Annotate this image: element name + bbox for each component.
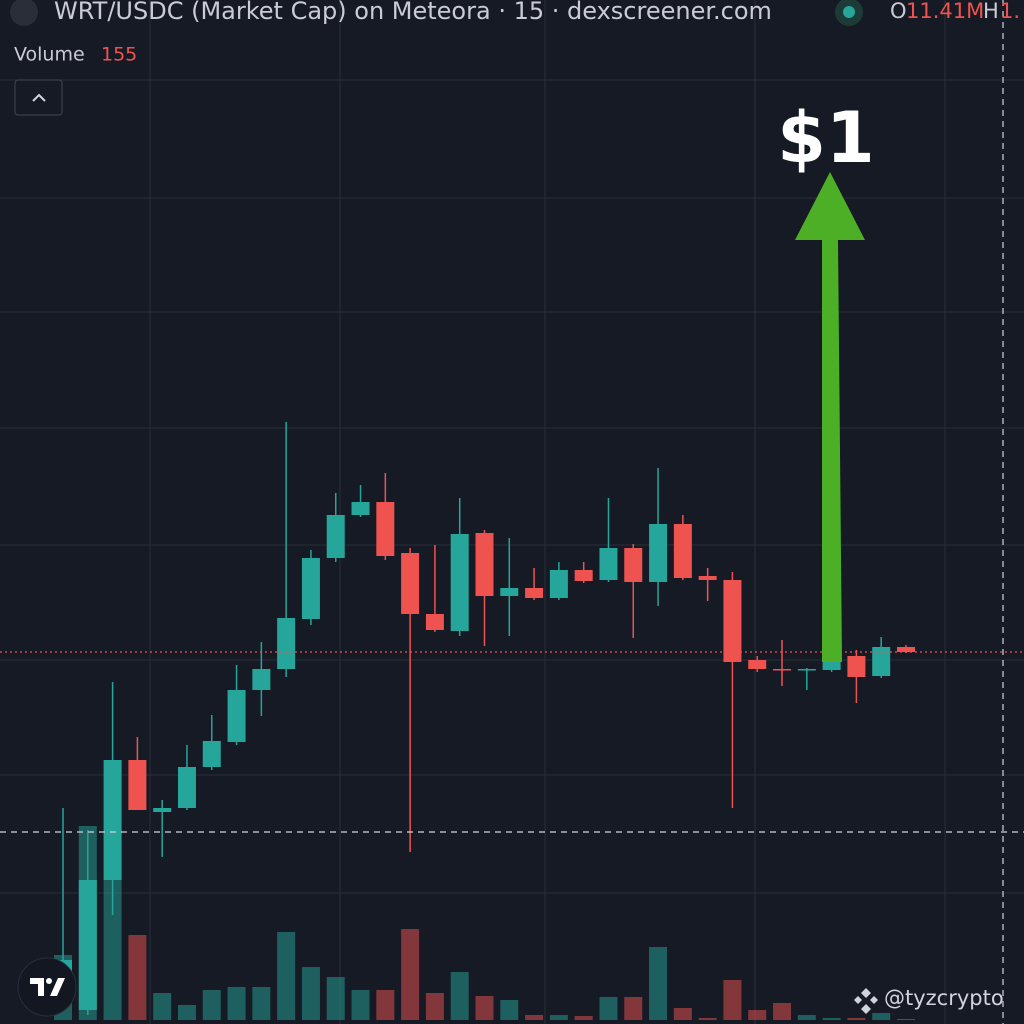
ohlc-key: O (890, 0, 907, 23)
volume-bar (822, 1018, 841, 1020)
volume-bar (624, 997, 643, 1020)
candle-body (103, 760, 122, 880)
tv-logo-dot[interactable] (46, 978, 52, 984)
collapse-button[interactable] (14, 79, 63, 116)
volume-bar (425, 993, 444, 1020)
watermark: @tyzcrypto (884, 986, 1004, 1010)
candle-body (872, 647, 891, 676)
candle-body (450, 534, 469, 631)
status-dot (843, 6, 855, 18)
candle-body (897, 647, 915, 652)
volume-bar (797, 1015, 816, 1020)
collapse-chevron[interactable] (32, 93, 46, 102)
volume-bar (277, 932, 296, 1020)
volume-bar (649, 947, 668, 1020)
volume-bar (401, 929, 420, 1020)
candle-body (797, 669, 816, 671)
tv-logo-mark[interactable] (30, 978, 65, 996)
arrow-shape (795, 172, 865, 662)
volume-bar (574, 1016, 593, 1020)
volume-bar (847, 1018, 866, 1020)
candle-body (649, 524, 668, 582)
candles (54, 422, 915, 1015)
candle-body (549, 570, 568, 598)
candle-body (425, 614, 444, 630)
ohlc-value: 1. (1000, 0, 1020, 23)
volume-bar (326, 977, 345, 1020)
tv-logo-bg[interactable] (17, 957, 77, 1017)
volume-value: 155 (101, 44, 137, 66)
ohlc-value: 11.41M (906, 0, 984, 23)
candle-body (326, 515, 345, 558)
volume-bar (252, 987, 271, 1020)
volume-bar (698, 1018, 717, 1020)
volume-bar (227, 987, 246, 1020)
volume-bar (773, 1003, 792, 1020)
volume-bar (872, 1013, 891, 1020)
candle-body (599, 548, 618, 580)
pair-icon (10, 0, 38, 26)
watermark-icon (854, 988, 878, 1014)
volume-bar (673, 1008, 692, 1020)
volume-bar (500, 1000, 519, 1020)
volume-bar (376, 990, 395, 1020)
collapse-button-frame[interactable] (14, 79, 63, 116)
volume-bar (153, 993, 172, 1020)
arrow (795, 172, 865, 662)
volume-bar (723, 980, 742, 1020)
candle-body (698, 576, 717, 580)
volume-bar (301, 967, 320, 1020)
candle-body (227, 690, 246, 742)
chart-title: WRT/USDC (Market Cap) on Meteora · 15 · … (54, 0, 772, 25)
candle-body (574, 570, 593, 581)
candle-body (351, 502, 370, 515)
candle-body (673, 524, 692, 578)
candle-body (376, 502, 395, 556)
candle-body (748, 660, 767, 669)
tv-logo[interactable] (17, 957, 77, 1017)
candle-body (624, 548, 643, 582)
volume-bar (103, 880, 122, 1020)
candle-body (822, 660, 841, 670)
volume-bar (177, 1005, 196, 1020)
candle-body (500, 588, 519, 596)
volume-title: Volume (14, 44, 85, 66)
candle-body (847, 656, 866, 677)
candle-body (525, 588, 544, 598)
watermark-logo (854, 988, 878, 1014)
candle-body (773, 669, 792, 671)
candle-body (128, 760, 147, 810)
candle-body (202, 741, 221, 767)
volume-bar (202, 990, 221, 1020)
volume-bar (128, 935, 147, 1020)
volume-bar (549, 1015, 568, 1020)
candle-body (153, 808, 172, 812)
volume-bar (748, 1010, 767, 1020)
candle-body (401, 553, 420, 614)
volume-bar (450, 972, 469, 1020)
volume-bar (475, 996, 494, 1020)
candle-body (78, 880, 97, 1010)
annotation: $1 (777, 97, 874, 179)
volume-bar (897, 1019, 915, 1020)
volume-bar (599, 997, 618, 1020)
volume-bar (351, 990, 370, 1020)
candle-body (723, 580, 742, 662)
candle-body (177, 767, 196, 808)
candle-body (252, 669, 271, 690)
candle-body (277, 618, 296, 669)
candle-body (475, 533, 494, 596)
ohlc-key: H (983, 0, 999, 23)
volume-bar (525, 1015, 544, 1020)
candle-body (301, 558, 320, 619)
